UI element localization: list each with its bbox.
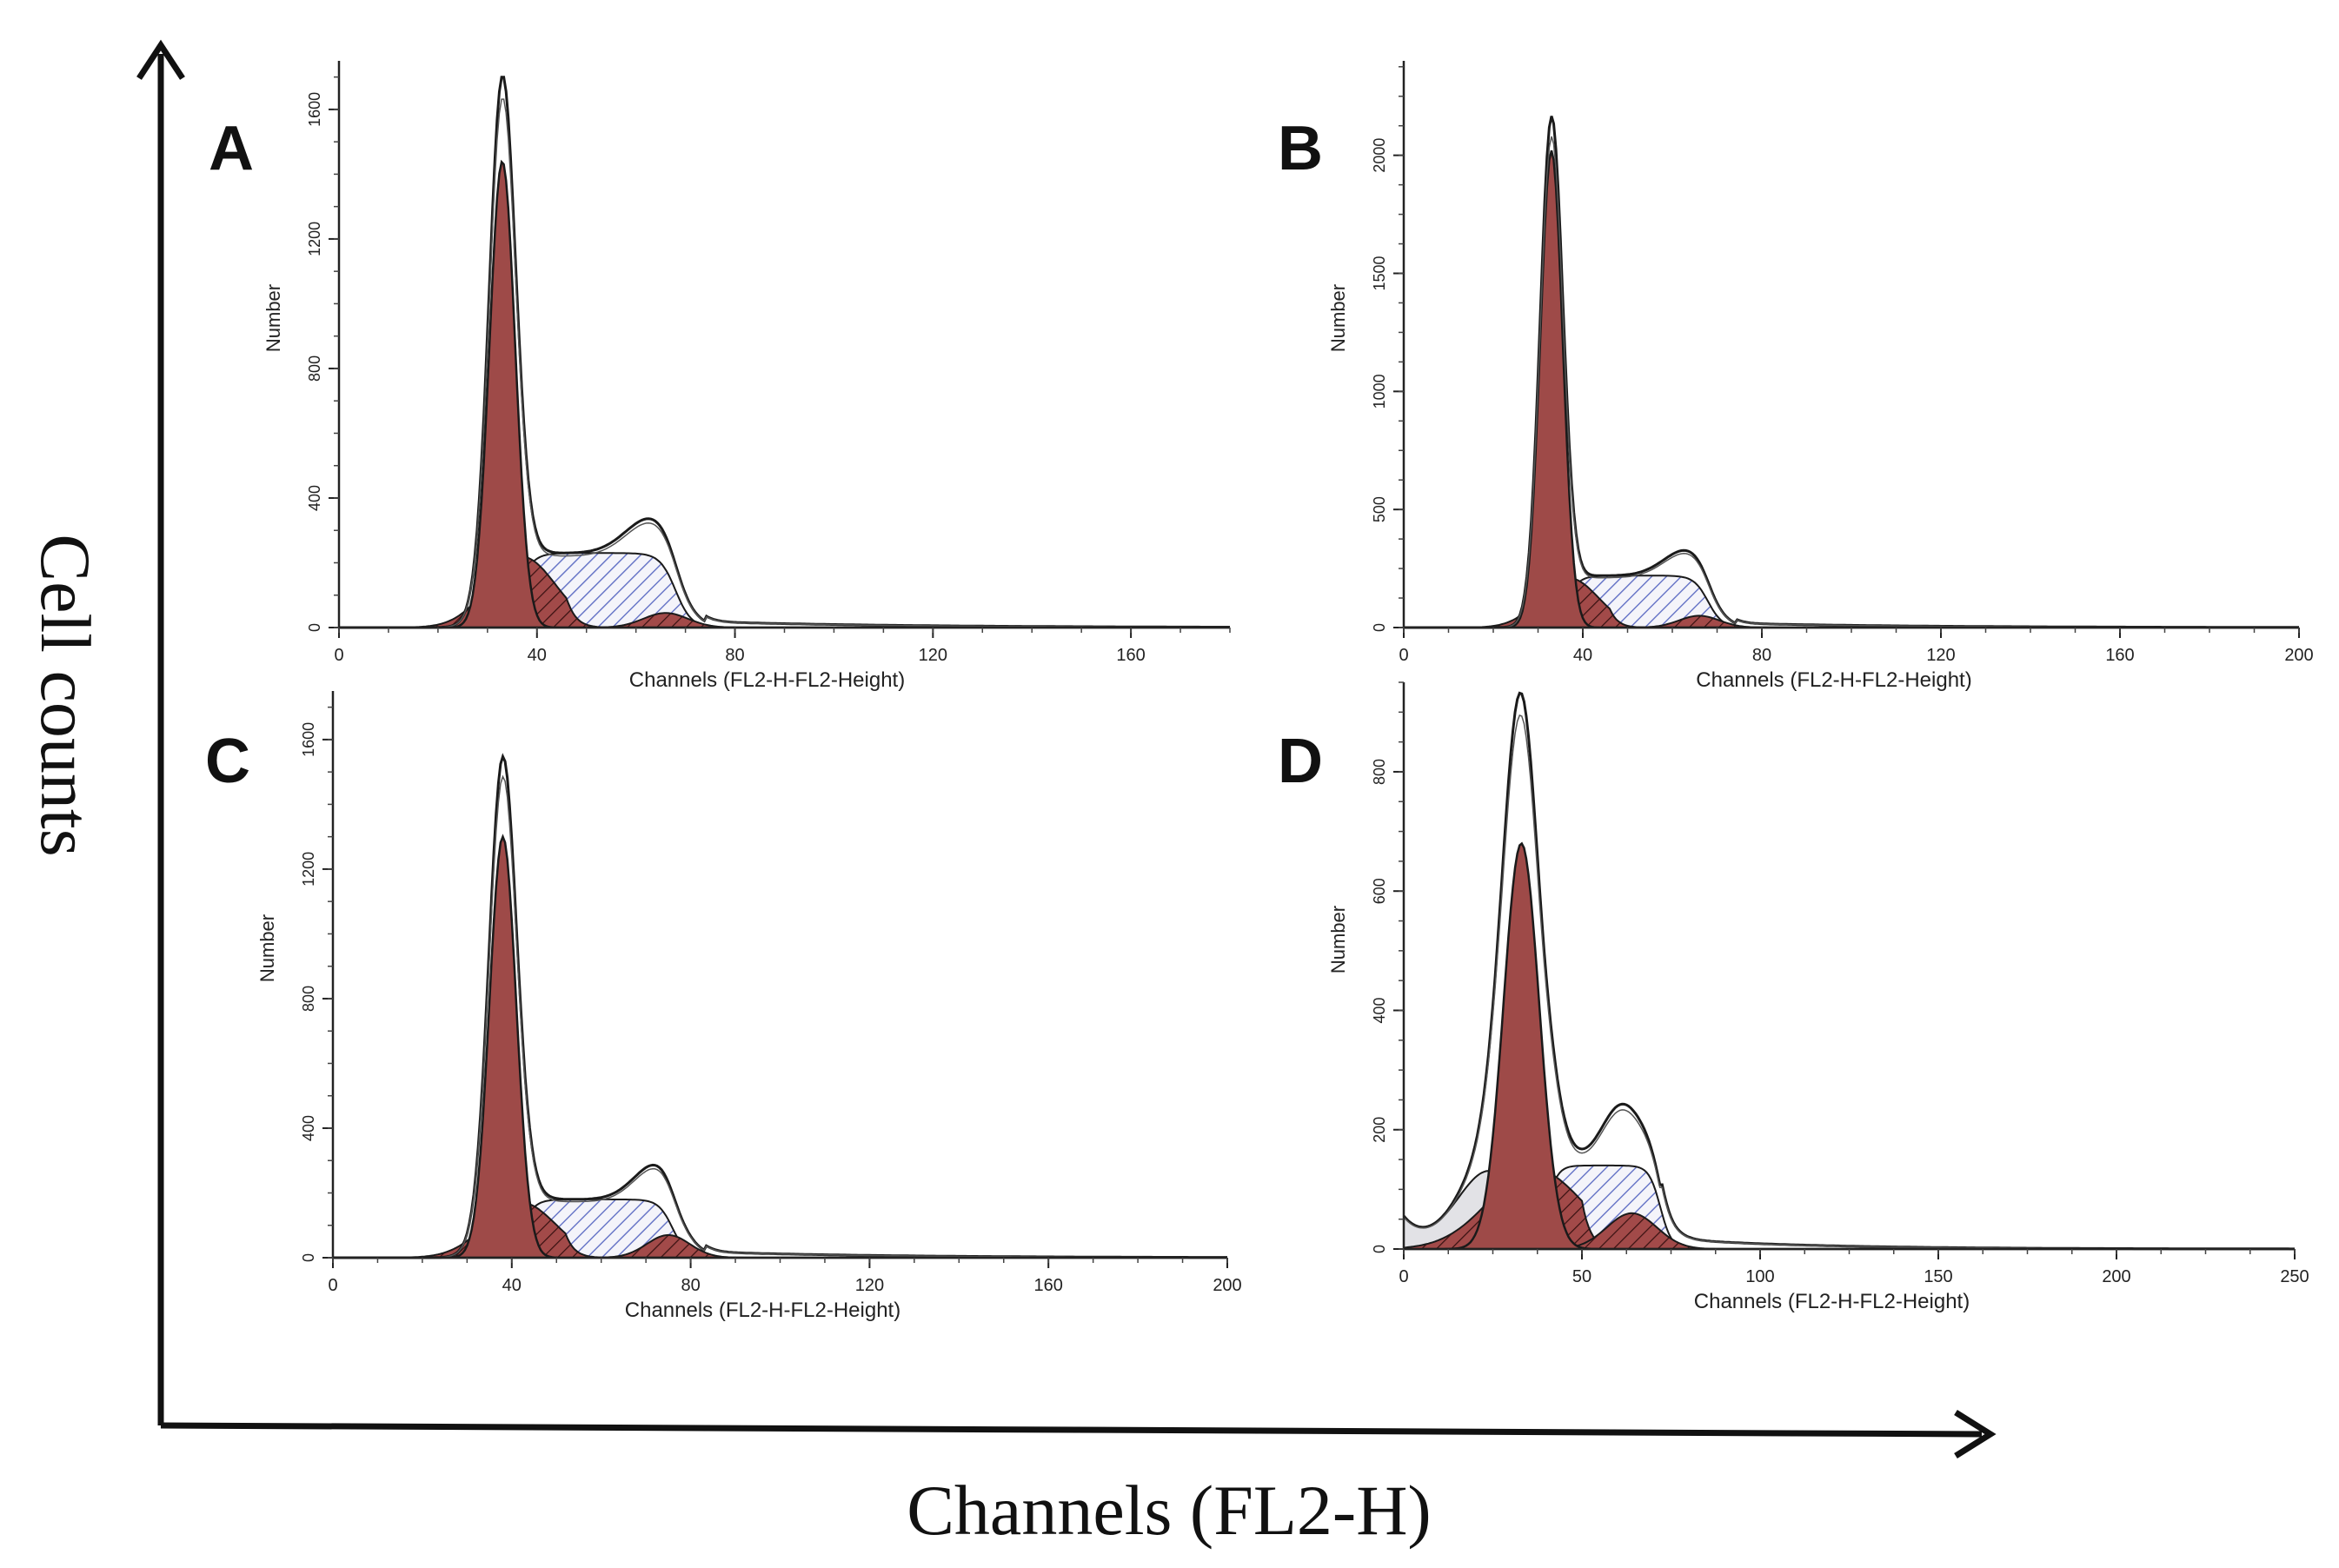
model-fit-line	[339, 98, 1230, 628]
panel-y-axis-title: Number	[1327, 284, 1349, 352]
x-tick-label: 0	[1399, 1267, 1408, 1286]
x-tick-label: 0	[334, 646, 343, 665]
y-tick-label: 0	[300, 1253, 317, 1262]
y-tick-label: 1600	[300, 722, 317, 757]
x-tick-label: 200	[2102, 1267, 2130, 1286]
panel-x-axis-title: Channels (FL2-H-FL2-Height)	[1696, 668, 1971, 692]
y-tick-label: 500	[1371, 496, 1388, 522]
y-tick-label: 1200	[306, 222, 323, 256]
total-histogram-line	[333, 753, 1227, 1259]
y-tick-label: 0	[1371, 1245, 1388, 1253]
x-tick-label: 160	[2105, 646, 2134, 665]
panel-y-axis-title: Number	[1327, 906, 1349, 973]
x-tick-label: 80	[1752, 646, 1771, 665]
figure-x-axis-arrow	[160, 1422, 1983, 1438]
model-fit-line	[333, 774, 1227, 1259]
total-histogram-line	[339, 76, 1230, 629]
x-tick-label: 120	[919, 646, 947, 665]
x-tick-label: 160	[1034, 1276, 1063, 1295]
x-tick-label: 100	[1745, 1267, 1774, 1286]
y-tick-label: 800	[306, 355, 323, 382]
y-tick-label: 400	[1371, 997, 1388, 1023]
g1-peak-region	[333, 834, 1227, 1259]
x-tick-label: 40	[1573, 646, 1592, 665]
panel-x-axis-title: Channels (FL2-H-FL2-Height)	[1694, 1290, 1970, 1313]
x-tick-label: 40	[502, 1276, 522, 1295]
figure-x-axis-label: Channels (FL2-H)	[907, 1471, 1432, 1550]
x-tick-label: 0	[328, 1276, 337, 1295]
x-tick-label: 200	[2284, 646, 2313, 665]
x-tick-label: 200	[1213, 1276, 1241, 1295]
y-tick-label: 400	[300, 1115, 317, 1141]
x-tick-label: 80	[681, 1276, 700, 1295]
x-tick-label: 0	[1399, 646, 1408, 665]
panel-y-axis-title: Number	[256, 914, 278, 982]
x-tick-label: 50	[1572, 1267, 1591, 1286]
panel-c: C 0 40 80 120 160 200 0 400 800 1200 1600 Channels (…	[205, 691, 1242, 1322]
panel-x-axis-title: Channels (FL2-H-FL2-Height)	[629, 668, 905, 692]
y-tick-label: 2000	[1371, 138, 1388, 173]
panel-d: D 0 50 100 150 200 250 0 200 400 600 800 Channels (F…	[1278, 681, 2309, 1313]
x-tick-label: 120	[855, 1276, 884, 1295]
x-tick-label: 80	[725, 646, 744, 665]
figure-y-axis-arrowhead	[136, 39, 185, 80]
x-tick-label: 150	[1924, 1267, 1952, 1286]
y-tick-label: 0	[306, 623, 323, 632]
y-tick-label: 600	[1371, 878, 1388, 904]
x-tick-label: 250	[2280, 1267, 2309, 1286]
panel-letter-b: B	[1278, 114, 1323, 183]
panel-letter-a: A	[209, 114, 254, 183]
figure-y-axis-label: Cell counts	[26, 534, 105, 856]
panel-letter-d: D	[1278, 727, 1323, 796]
panel-letter-c: C	[205, 727, 250, 796]
y-tick-label: 1200	[300, 852, 317, 887]
g1-peak-region	[339, 159, 1230, 629]
y-tick-label: 800	[300, 986, 317, 1012]
y-tick-label: 1500	[1371, 256, 1388, 290]
g1-peak-region	[1404, 841, 2295, 1251]
y-tick-label: 400	[306, 485, 323, 511]
figure-x-axis-arrowhead	[1954, 1410, 1997, 1458]
panel-x-axis-title: Channels (FL2-H-FL2-Height)	[625, 1299, 900, 1322]
y-tick-label: 200	[1371, 1117, 1388, 1143]
x-tick-label: 40	[528, 646, 547, 665]
x-tick-label: 120	[1926, 646, 1955, 665]
y-tick-label: 1600	[306, 92, 323, 127]
y-tick-label: 1000	[1371, 374, 1388, 409]
panel-b: B0 40 80 120 160 2000500100015002000Channels …	[1278, 61, 2314, 692]
x-tick-label: 160	[1116, 646, 1145, 665]
panel-y-axis-title: Number	[262, 284, 284, 352]
y-tick-label: 0	[1371, 623, 1388, 632]
y-tick-label: 800	[1371, 759, 1388, 785]
